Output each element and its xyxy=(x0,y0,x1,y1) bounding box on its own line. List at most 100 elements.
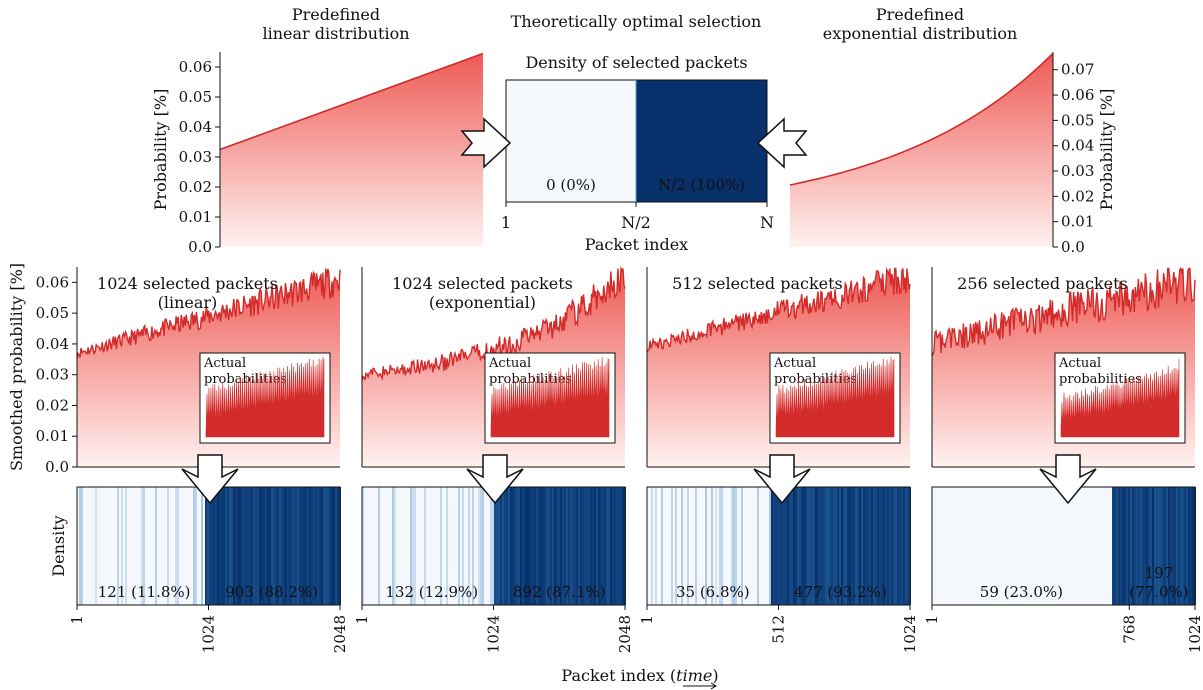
y-tick-label: 0.06 xyxy=(36,273,69,291)
exp-area-fill xyxy=(790,53,1053,247)
density-stripe xyxy=(528,487,530,605)
density-stripe xyxy=(271,487,273,605)
density-stripe xyxy=(520,487,522,605)
density-stripe xyxy=(769,487,771,605)
density-stripe xyxy=(239,487,241,605)
density-stripe xyxy=(544,487,546,605)
density-stripe xyxy=(117,487,119,605)
density-stripe xyxy=(462,487,464,605)
density-stripe xyxy=(1124,487,1126,605)
density-stripe xyxy=(789,487,791,605)
density-stripe xyxy=(596,487,598,605)
density-stripe xyxy=(901,487,903,605)
density-stripe xyxy=(522,487,524,605)
density-stripe xyxy=(853,487,855,605)
density-stripe xyxy=(719,487,721,605)
y-tick-label: 0.03 xyxy=(1061,162,1094,180)
density-stripe xyxy=(695,487,697,605)
density-stripe xyxy=(825,487,827,605)
density-stripe xyxy=(478,487,480,605)
density-stripe xyxy=(1142,487,1144,605)
x-tick-label: 768 xyxy=(1120,615,1138,644)
density-stripe xyxy=(899,487,901,605)
x-tick-label: 2048 xyxy=(616,615,634,653)
density-stripe xyxy=(490,487,492,605)
density-stripe xyxy=(283,487,285,605)
density-stripe xyxy=(506,487,508,605)
density-stripe xyxy=(257,487,259,605)
top-exponential-chart: 0.0 0.01 0.02 0.03 0.04 0.05 0.06 0.07Probabili… xyxy=(789,52,1116,256)
density-stripe xyxy=(269,487,271,605)
density-stripe xyxy=(538,487,540,605)
density-stripe xyxy=(1114,487,1116,605)
arrow-down-icon xyxy=(181,454,239,505)
density-stripe xyxy=(167,487,169,605)
segment-high-label: N/2 (100%) xyxy=(658,176,745,194)
x-tick-label: 1 xyxy=(638,615,656,625)
density-stripe xyxy=(895,487,897,605)
density-high-label: 903 (88.2%) xyxy=(225,583,318,601)
density-stripe xyxy=(1126,487,1128,605)
arrow-down-icon xyxy=(466,454,524,505)
title-exp-1: Predefined xyxy=(876,5,964,24)
density-stripe xyxy=(1120,487,1122,605)
density-stripe xyxy=(329,487,331,605)
density-stripe xyxy=(847,487,849,605)
title-linear-1: Predefined xyxy=(292,5,380,24)
density-stripe xyxy=(237,487,239,605)
inset-label: probabilities xyxy=(1059,372,1142,387)
density-stripe xyxy=(580,487,582,605)
density-stripe xyxy=(285,487,287,605)
density-stripe xyxy=(867,487,869,605)
density-stripe xyxy=(303,487,305,605)
density-stripe xyxy=(618,487,620,605)
density-stripe xyxy=(211,487,213,605)
x-tick-label: 1 xyxy=(353,615,371,625)
density-stripe xyxy=(440,487,442,605)
density-stripe xyxy=(566,487,568,605)
density-stripe xyxy=(1150,487,1152,605)
density-stripe xyxy=(217,487,219,605)
density-stripe xyxy=(803,487,805,605)
density-stripe xyxy=(851,487,853,605)
y-axis-label: Probability [%] xyxy=(151,89,170,211)
density-stripe xyxy=(598,487,600,605)
density-stripe xyxy=(1168,487,1170,605)
density-stripe xyxy=(1156,487,1158,605)
density-stripe xyxy=(207,487,209,605)
y-tick-label: 0.07 xyxy=(1061,61,1094,79)
density-stripe xyxy=(600,487,602,605)
time-arrow-head xyxy=(710,682,717,690)
density-stripe xyxy=(307,487,309,605)
density-stripe xyxy=(785,487,787,605)
density-stripe xyxy=(582,487,584,605)
density-stripe xyxy=(378,487,380,605)
inset-actual-probabilities xyxy=(775,356,895,438)
density-stripe xyxy=(821,487,823,605)
density-stripe xyxy=(265,487,267,605)
density-stripe xyxy=(518,487,520,605)
density-stripe xyxy=(604,487,606,605)
density-stripe xyxy=(897,487,899,605)
density-stripe xyxy=(592,487,594,605)
density-stripe xyxy=(885,487,887,605)
density-stripe xyxy=(141,487,143,605)
density-stripe xyxy=(783,487,785,605)
density-stripe xyxy=(787,487,789,605)
density-stripe xyxy=(552,487,554,605)
density-stripe xyxy=(705,487,707,605)
density-stripe xyxy=(261,487,263,605)
y-tick-label: 0.06 xyxy=(1061,86,1094,104)
density-stripe xyxy=(771,487,773,605)
density-stripe xyxy=(394,487,396,605)
inset-label: probabilities xyxy=(489,372,572,387)
density-stripe xyxy=(251,487,253,605)
smoothed-series-line xyxy=(361,265,626,381)
density-stripe xyxy=(883,487,885,605)
density-stripe xyxy=(482,487,484,605)
density-stripe xyxy=(815,487,817,605)
density-low-label: 35 (6.8%) xyxy=(676,583,750,601)
arrow-down-icon xyxy=(1039,454,1097,505)
density-stripe xyxy=(325,487,327,605)
